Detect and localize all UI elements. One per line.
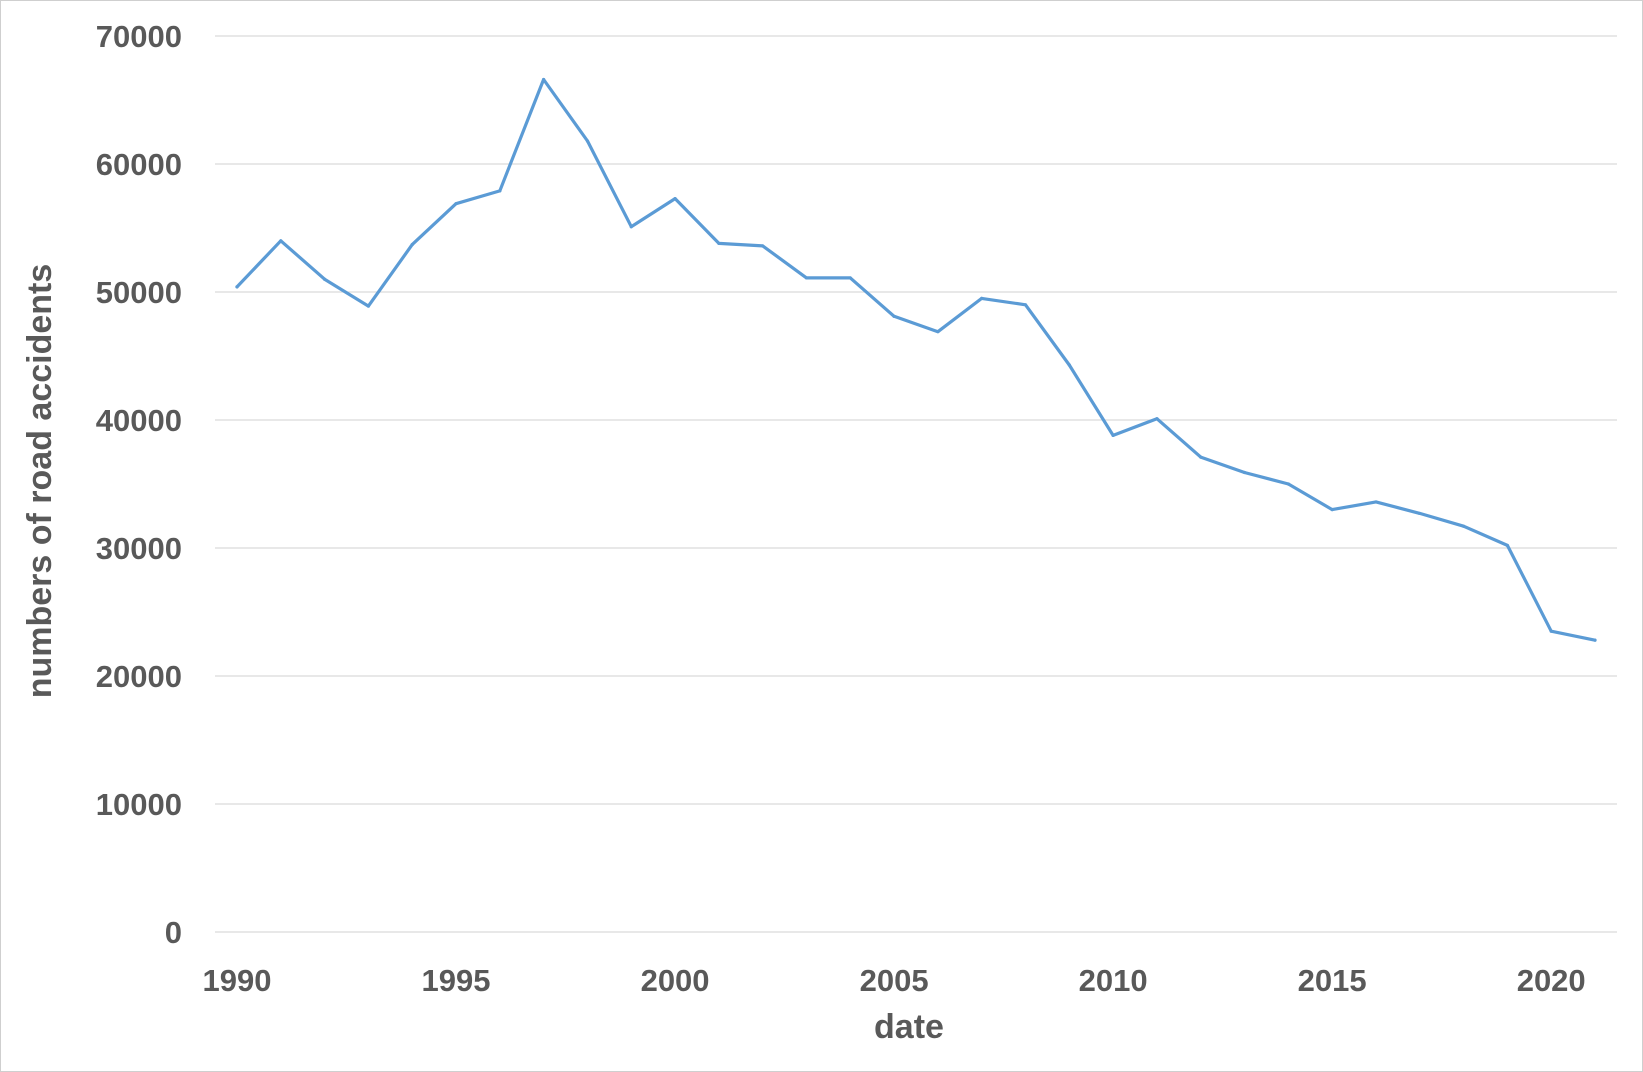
x-axis-ticks: 1990 1995 2000 2005 2010 2015 2020 — [203, 963, 1586, 998]
data-point-2001 — [717, 241, 721, 245]
x-tick-label-2005: 2005 — [860, 963, 929, 998]
y-axis-ticks: 0 10000 20000 30000 40000 50000 60000 70000 — [96, 19, 182, 950]
y-tick-label-50000: 50000 — [96, 275, 182, 310]
data-point-2018 — [1461, 524, 1466, 528]
series-line-0 — [235, 77, 1597, 642]
series-layer — [235, 77, 1597, 642]
data-point-2012 — [1199, 455, 1203, 459]
y-tick-label-60000: 60000 — [96, 147, 182, 182]
data-point-2007 — [980, 296, 984, 300]
data-point-2006 — [936, 330, 940, 334]
data-point-2014 — [1286, 482, 1290, 486]
data-point-2003 — [804, 276, 809, 280]
data-point-2010 — [1111, 433, 1115, 437]
data-point-2016 — [1374, 500, 1378, 504]
data-point-1991 — [279, 239, 283, 243]
data-point-2000 — [673, 196, 677, 201]
data-point-1992 — [323, 277, 327, 281]
data-point-2020 — [1549, 629, 1553, 633]
data-point-1996 — [498, 189, 502, 193]
y-tick-label-20000: 20000 — [96, 659, 182, 694]
y-axis-title: numbers of road accidents — [21, 264, 59, 699]
data-point-2017 — [1418, 511, 1422, 516]
data-point-2005 — [892, 314, 896, 318]
data-point-1990 — [235, 285, 239, 289]
data-point-2008 — [1023, 303, 1028, 307]
data-point-2002 — [761, 244, 765, 248]
x-axis-title: date — [874, 1008, 944, 1046]
x-tick-label-2015: 2015 — [1298, 963, 1367, 998]
x-tick-label-1990: 1990 — [203, 963, 272, 998]
data-point-2011 — [1155, 417, 1159, 421]
x-tick-label-1995: 1995 — [422, 963, 491, 998]
y-tick-label-40000: 40000 — [96, 403, 182, 438]
data-point-1993 — [366, 304, 371, 308]
data-point-2009 — [1067, 363, 1071, 367]
data-point-2004 — [848, 276, 852, 280]
data-point-2013 — [1242, 470, 1247, 475]
data-point-2021 — [1593, 638, 1597, 642]
data-point-1995 — [454, 202, 458, 206]
data-point-1994 — [410, 243, 414, 247]
data-point-1998 — [585, 139, 590, 143]
x-tick-label-2010: 2010 — [1079, 963, 1148, 998]
y-tick-label-70000: 70000 — [96, 19, 182, 54]
gridlines — [215, 35, 1617, 933]
data-point-2015 — [1330, 508, 1334, 512]
data-point-1997 — [542, 77, 546, 82]
y-tick-label-10000: 10000 — [96, 787, 182, 822]
data-point-2019 — [1505, 543, 1509, 548]
y-tick-label-0: 0 — [165, 915, 182, 950]
x-tick-label-2020: 2020 — [1517, 963, 1586, 998]
y-tick-label-30000: 30000 — [96, 531, 182, 566]
data-point-1999 — [629, 225, 633, 229]
x-tick-label-2000: 2000 — [641, 963, 710, 998]
